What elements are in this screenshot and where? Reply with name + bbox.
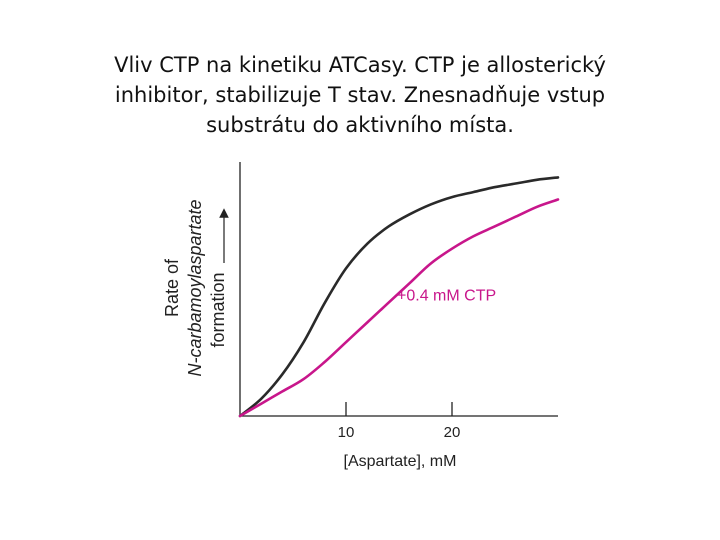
y-axis-label-line-3: formation (208, 272, 228, 347)
title-line-2: inhibitor, stabilizuje T stav. Znesnadňu… (114, 83, 606, 107)
title-line-1: Vliv CTP na kinetiku ATCasy. CTP je allo… (114, 53, 606, 77)
slide-title: Vliv CTP na kinetiku ATCasy. CTP je allo… (40, 50, 680, 140)
x-axis-label: [Aspartate], mM (344, 453, 457, 470)
y-axis-label-line-1: Rate of (162, 258, 182, 317)
series-layer (238, 176, 560, 418)
y-axis-label-line-2: N-carbamoylaspartate (185, 199, 205, 376)
x-ticks: 10 20 (338, 402, 461, 441)
title-line-3: substrátu do aktivního místa. (206, 113, 514, 137)
ctp-annotation: +0.4 mM CTP (397, 287, 496, 304)
y-axis-label: Rate of N-carbamoylaspartate formation (162, 199, 228, 376)
series-line-ctp (238, 198, 560, 418)
series-line-control (238, 176, 560, 418)
x-tick-label-20: 20 (444, 424, 461, 441)
x-tick-label-10: 10 (338, 424, 355, 441)
